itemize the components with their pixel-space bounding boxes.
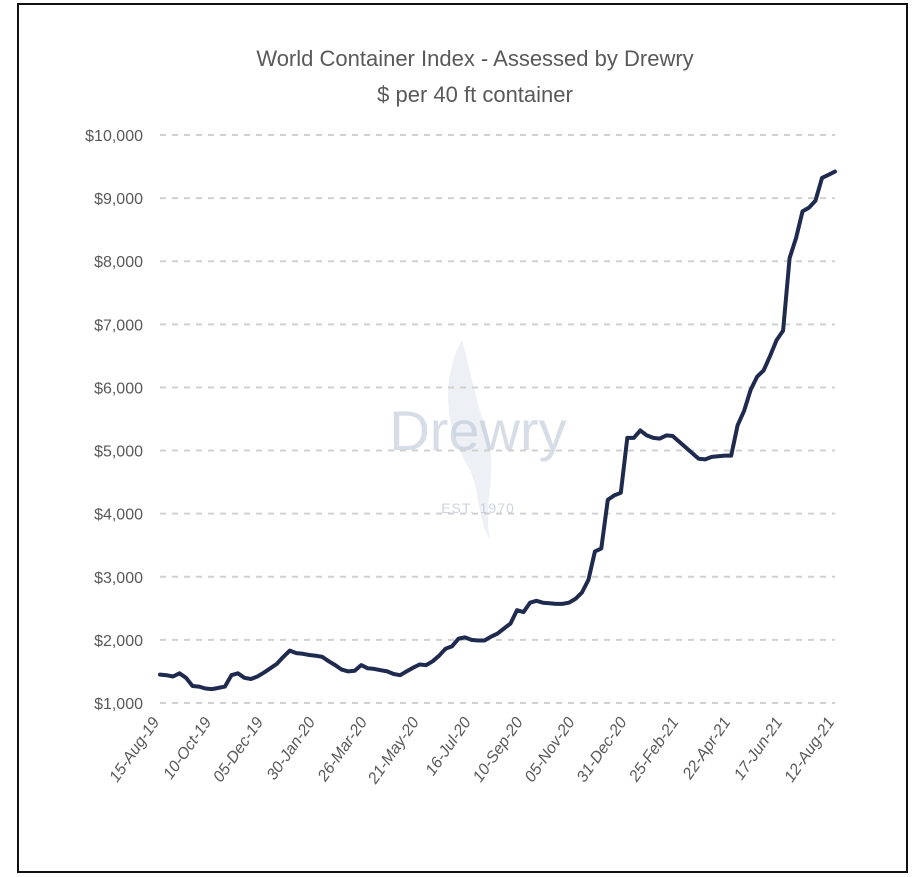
y-tick-label: $3,000	[94, 570, 143, 587]
x-tick-label: 05-Dec-19	[210, 714, 267, 785]
drewry-watermark: Drewry EST. 1970	[389, 340, 567, 540]
x-tick-label: 10-Oct-19	[160, 714, 215, 782]
y-tick-label: $8,000	[94, 254, 143, 271]
y-tick-label: $7,000	[94, 317, 143, 334]
x-tick-label: 17-Jun-21	[731, 715, 786, 784]
watermark-established: EST. 1970	[441, 500, 515, 516]
grid-lines	[160, 134, 835, 704]
chart-title: World Container Index - Assessed by Drew…	[256, 46, 693, 71]
series-line	[158, 169, 837, 692]
x-tick-label: 26-Mar-20	[314, 714, 371, 785]
x-tick-label: 15-Aug-19	[106, 714, 163, 785]
x-tick-label: 30-Jan-20	[264, 714, 319, 783]
x-tick-label: 16-Jul-20	[423, 714, 475, 778]
x-tick-label: 12-Aug-21	[781, 715, 838, 786]
x-tick-label: 25-Feb-21	[626, 715, 683, 786]
y-tick-label: $9,000	[94, 191, 143, 208]
y-axis-ticks: $1,000 $2,000 $3,000 $4,000 $5,000 $6,000 $7,0…	[85, 128, 143, 713]
y-tick-label: $1,000	[94, 696, 143, 713]
y-tick-label: $10,000	[85, 128, 143, 145]
x-tick-label: 10-Sep-20	[470, 714, 527, 785]
watermark-brand: Drewry	[389, 399, 566, 462]
chart-subtitle: $ per 40 ft container	[377, 82, 573, 107]
x-tick-label: 05-Nov-20	[522, 714, 579, 785]
x-tick-label: 31-Dec-20	[574, 714, 631, 785]
y-tick-label: $2,000	[94, 633, 143, 650]
x-axis-ticks: 15-Aug-1910-Oct-1905-Dec-1930-Jan-2026-M…	[106, 714, 838, 787]
y-tick-label: $6,000	[94, 380, 143, 397]
y-tick-label: $5,000	[94, 444, 143, 461]
x-tick-label: 21-May-20	[365, 714, 423, 787]
x-tick-label: 22-Apr-21	[679, 715, 734, 784]
watermark-flame-icon	[448, 340, 492, 540]
y-tick-label: $4,000	[94, 507, 143, 524]
